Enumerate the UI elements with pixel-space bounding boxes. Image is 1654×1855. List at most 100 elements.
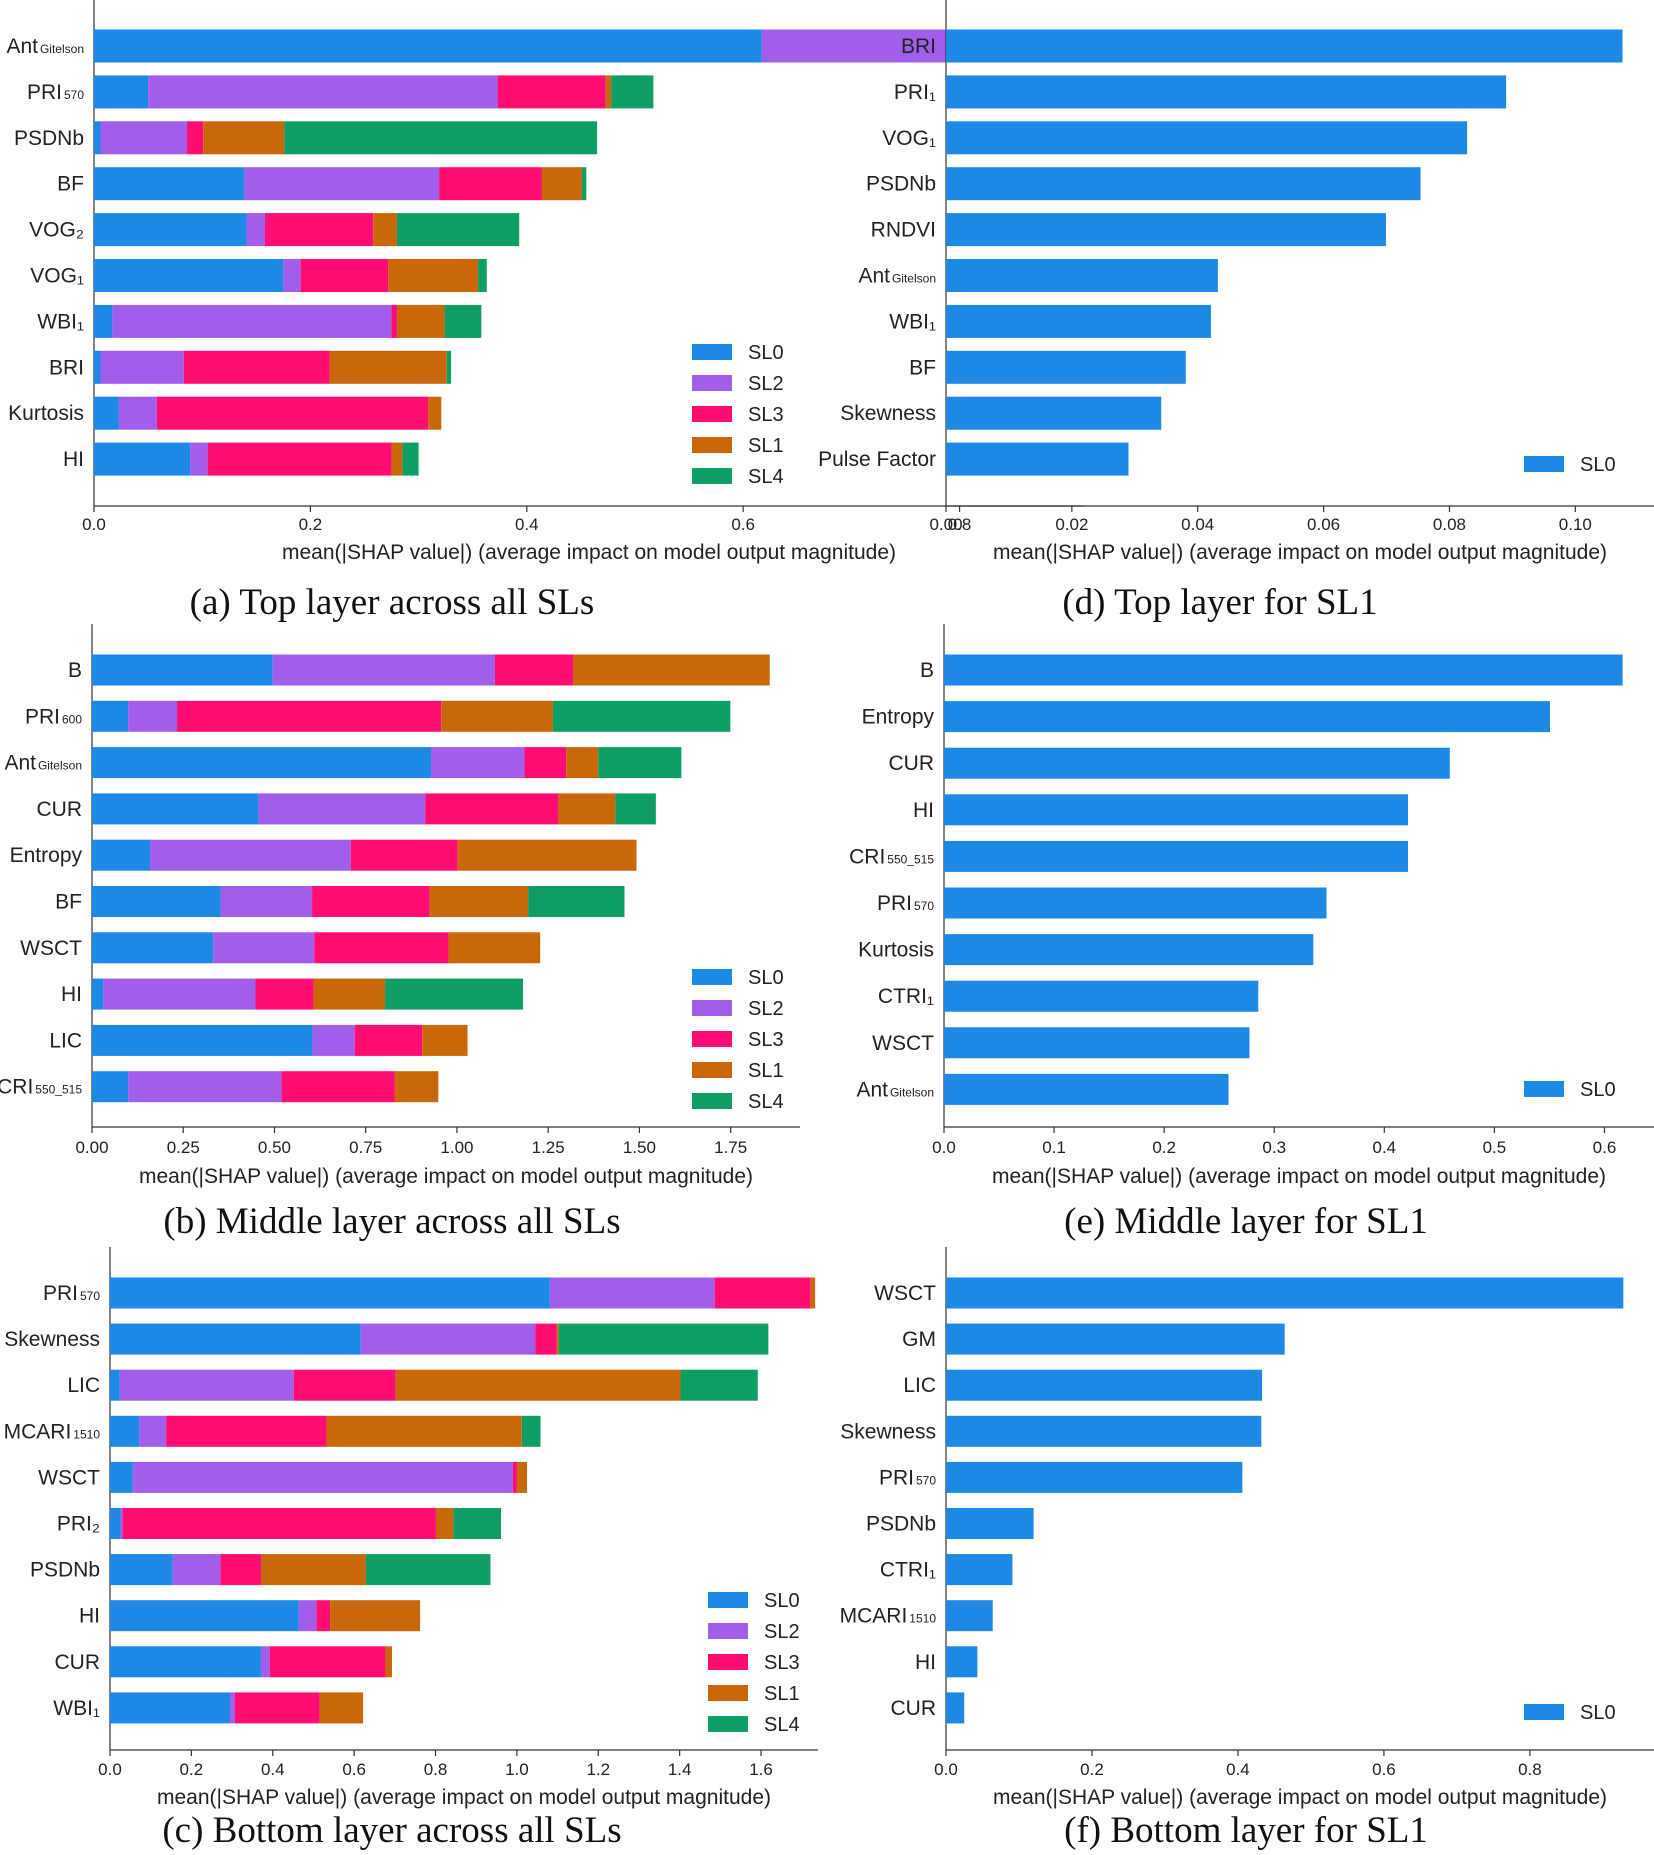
x-tick-label: 0.2 xyxy=(180,1760,204,1779)
bar-sl0-2 xyxy=(94,121,101,155)
bar-sl4-6 xyxy=(365,1554,491,1586)
x-tick-label: 0.25 xyxy=(167,1138,200,1157)
bar-sl1-9 xyxy=(391,442,403,476)
bar-sl0-3 xyxy=(110,1415,140,1447)
bar-sl4-3 xyxy=(615,793,656,825)
bar-sl1-4 xyxy=(457,839,637,871)
y-tick-label: Skewness xyxy=(4,1328,100,1351)
x-axis-label: mean(|SHAP value|) (average impact on mo… xyxy=(993,1786,1607,1809)
bar-sl1-7 xyxy=(330,1600,421,1632)
chart-panel-c: PRI 570 Skewness LIC MCARI 1510 WSCT PRI₂ PSDNb H… xyxy=(4,1247,818,1851)
x-tick-label: 0.6 xyxy=(731,515,755,534)
bar-sl0-4 xyxy=(92,839,151,871)
bar-sl0-4 xyxy=(94,213,247,247)
y-tick-label: PRI₂ xyxy=(57,1513,100,1536)
bar-sl0-3 xyxy=(946,1415,1262,1447)
legend: SL0 xyxy=(1524,1079,1616,1101)
bar-sl0-1 xyxy=(92,700,129,732)
y-tick-label: B xyxy=(920,659,934,682)
bar-sl0-5 xyxy=(944,887,1327,919)
bar-sl1-7 xyxy=(329,350,447,384)
bar-sl2-4 xyxy=(132,1461,513,1493)
bar-sl2-9 xyxy=(190,442,208,476)
legend-swatch-sl2 xyxy=(692,375,732,391)
chart-panel-b: B PRI 600 Ant Gitelson CUR Entropy BF WSCT HI LIC C… xyxy=(0,624,800,1242)
y-tick-label: CUR xyxy=(889,752,935,775)
bar-sl2-9 xyxy=(230,1692,235,1724)
y-tick-label: WSCT xyxy=(20,937,82,960)
x-tick-label: 0.0 xyxy=(82,515,106,534)
x-tick-label: 0.2 xyxy=(299,515,323,534)
x-tick-label: 1.75 xyxy=(714,1138,747,1157)
y-tick-label: PRI 570 xyxy=(877,892,934,915)
bar-sl0-3 xyxy=(92,793,259,825)
y-tick-label: LIC xyxy=(67,1374,100,1397)
legend-swatch-sl0 xyxy=(692,344,732,360)
bar-sl0-9 xyxy=(94,442,191,476)
x-tick-label: 0.0 xyxy=(932,1138,956,1157)
x-tick-label: 0.02 xyxy=(1055,515,1088,534)
bar-sl0-2 xyxy=(92,747,432,779)
bar-sl2-7 xyxy=(100,350,184,384)
x-tick-label: 0.6 xyxy=(1372,1760,1396,1779)
panel-caption: (d) Top layer for SL1 xyxy=(1062,582,1377,623)
legend-label-sl2: SL2 xyxy=(748,373,784,395)
legend-swatch-sl4 xyxy=(692,1093,732,1109)
legend-swatch-sl4 xyxy=(708,1716,748,1732)
bar-sl0-6 xyxy=(946,304,1211,338)
bar-sl4-1 xyxy=(611,75,654,109)
bar-sl1-5 xyxy=(435,1508,454,1539)
x-tick-label: 0.6 xyxy=(342,1760,366,1779)
y-tick-label: MCARI 1510 xyxy=(840,1605,937,1628)
y-tick-label: LIC xyxy=(49,1029,82,1052)
x-tick-label: 0.2 xyxy=(1152,1138,1176,1157)
bar-sl0-4 xyxy=(110,1461,133,1493)
x-tick-label: 0.0 xyxy=(98,1760,122,1779)
bar-sl4-2 xyxy=(680,1369,758,1401)
y-tick-label: RNDVI xyxy=(871,219,936,242)
y-tick-label: Kurtosis xyxy=(8,402,84,425)
legend-swatch-sl0 xyxy=(1524,1081,1564,1097)
x-tick-label: 0.2 xyxy=(1080,1760,1104,1779)
bar-sl3-1 xyxy=(497,75,606,109)
bar-sl3-2 xyxy=(187,121,204,155)
bar-sl3-3 xyxy=(425,793,559,825)
bar-sl0-6 xyxy=(944,934,1314,966)
y-tick-label: CRI 550_515 xyxy=(849,845,934,868)
bar-sl0-0 xyxy=(946,1277,1624,1309)
bar-sl2-4 xyxy=(246,213,265,247)
bar-sl3-3 xyxy=(166,1415,327,1447)
legend-swatch-sl3 xyxy=(692,1031,732,1047)
legend-label-sl4: SL4 xyxy=(748,1091,784,1113)
bar-sl3-4 xyxy=(512,1461,517,1493)
legend-label-sl1: SL1 xyxy=(748,435,784,457)
bar-sl2-5 xyxy=(283,259,301,292)
legend-swatch-sl0 xyxy=(708,1592,748,1608)
bar-sl1-0 xyxy=(810,1277,816,1309)
bar-sl1-6 xyxy=(396,304,445,338)
y-tick-label: Kurtosis xyxy=(858,939,934,962)
bar-sl2-1 xyxy=(148,75,498,109)
legend-swatch-sl1 xyxy=(708,1685,748,1701)
bar-sl0-5 xyxy=(946,1508,1034,1539)
bar-sl3-2 xyxy=(524,747,567,779)
bar-sl2-3 xyxy=(258,793,426,825)
x-axis-label: mean(|SHAP value|) (average impact on mo… xyxy=(992,1165,1606,1188)
y-tick-label: GM xyxy=(902,1328,936,1351)
y-tick-label: PSDNb xyxy=(866,173,936,196)
bar-sl0-5 xyxy=(946,259,1218,292)
bar-sl3-4 xyxy=(350,839,458,871)
y-tick-label: HI xyxy=(915,1651,936,1674)
bar-sl1-6 xyxy=(260,1554,366,1586)
bar-sl1-8 xyxy=(428,396,442,430)
bar-sl4-9 xyxy=(402,442,419,476)
y-tick-label: BF xyxy=(909,356,936,379)
bar-sl0-6 xyxy=(110,1554,173,1586)
y-tick-label: Entropy xyxy=(862,706,935,729)
y-tick-label: MCARI 1510 xyxy=(4,1420,101,1443)
bar-sl2-1 xyxy=(128,700,178,732)
bar-sl0-7 xyxy=(946,350,1186,384)
legend-swatch-sl1 xyxy=(692,1062,732,1078)
bar-sl0-1 xyxy=(944,701,1550,733)
